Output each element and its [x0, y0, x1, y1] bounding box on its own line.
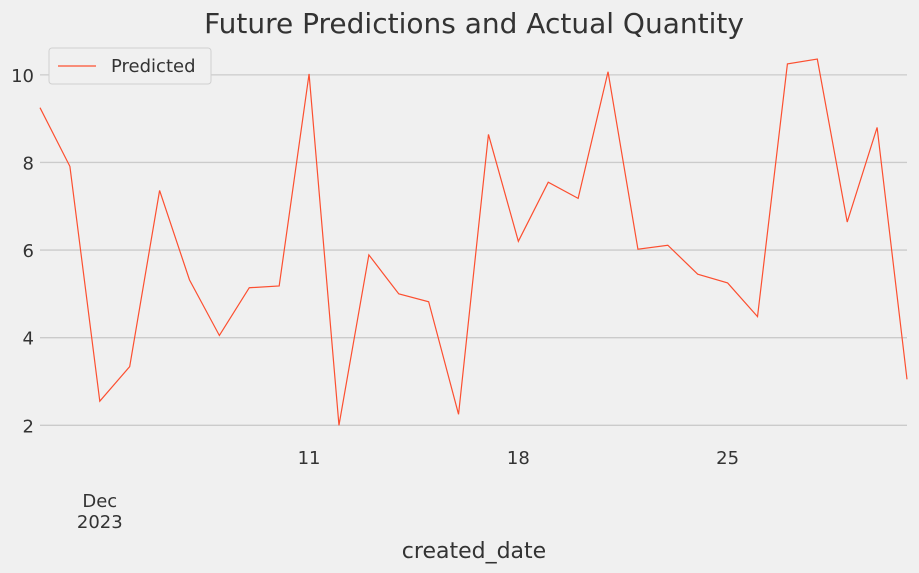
y-tick-label: 4	[23, 329, 34, 350]
legend: Predicted	[48, 47, 212, 85]
y-tick-label: 2	[23, 416, 34, 437]
legend-box	[48, 47, 212, 85]
data-line	[39, 58, 908, 426]
legend-label: Predicted	[111, 56, 196, 77]
y-tick-label: 6	[23, 241, 34, 262]
chart-title: Future Predictions and Actual Quantity	[204, 7, 744, 40]
x-tick-label: 18	[506, 448, 530, 469]
x-axis-label: created_date	[402, 539, 546, 564]
y-tick-label: 8	[23, 153, 34, 174]
x-tick-label: 25	[716, 448, 740, 469]
x-tick-label: Dec 2023	[76, 491, 123, 533]
x-tick-label: 11	[297, 448, 321, 469]
y-tick-label: 10	[11, 66, 34, 87]
